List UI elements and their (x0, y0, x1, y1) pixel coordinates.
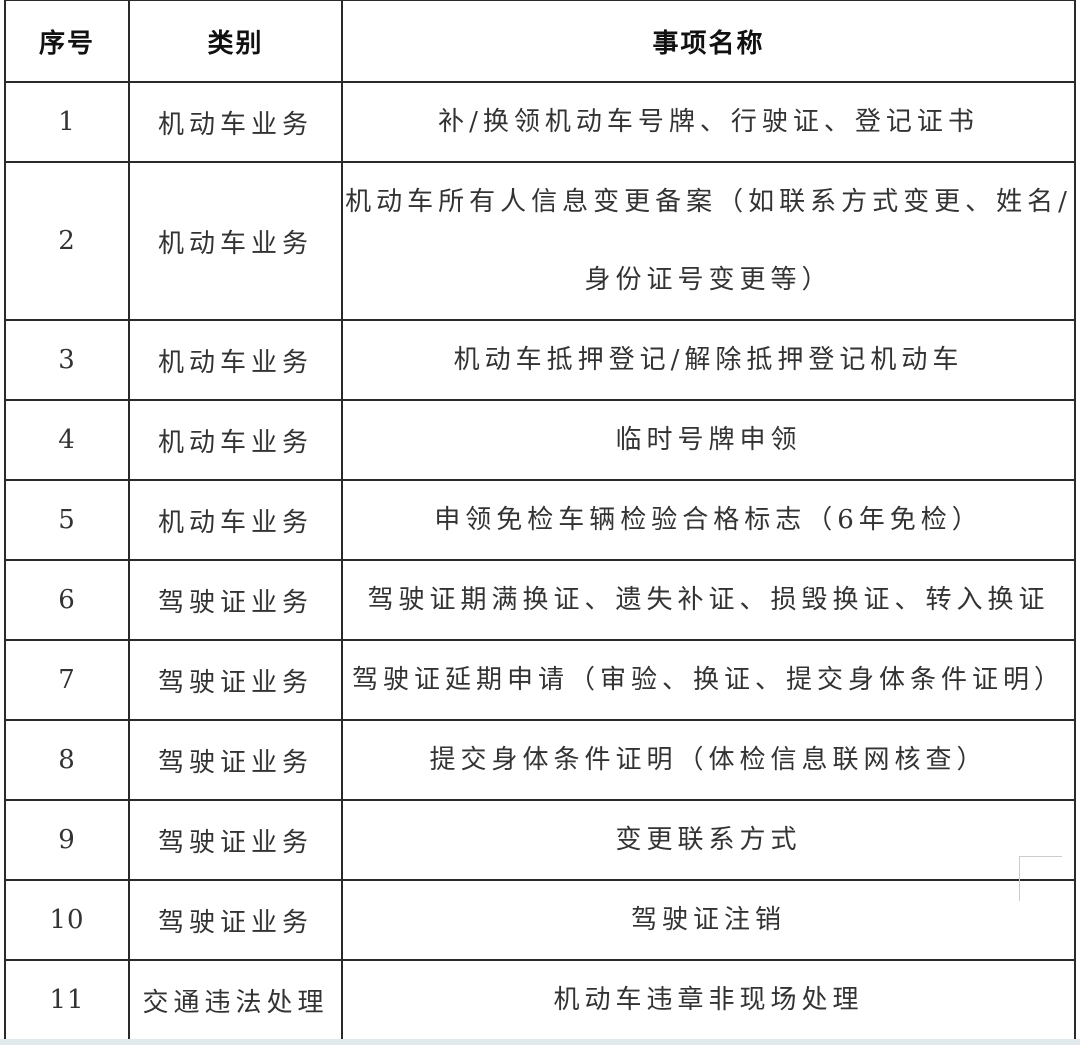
table-row: 2 机动车业务 机动车所有人信息变更备案（如联系方式变更、姓名/ 身份证号变更等） (4, 161, 1076, 321)
row-item-name: 机动车违章非现场处理 (341, 959, 1076, 1041)
table-row: 10 驾驶证业务 驾驶证注销 (4, 879, 1076, 961)
row-item-name: 驾驶证注销 (341, 879, 1076, 961)
row-index: 5 (4, 479, 130, 561)
row-index: 1 (4, 81, 130, 163)
header-item: 事项名称 (341, 0, 1076, 83)
header-category: 类别 (128, 0, 343, 83)
row-item-name: 补/换领机动车号牌、行驶证、登记证书 (341, 81, 1076, 163)
table-row: 3 机动车业务 机动车抵押登记/解除抵押登记机动车 (4, 319, 1076, 401)
row-item-name: 机动车所有人信息变更备案（如联系方式变更、姓名/ 身份证号变更等） (341, 161, 1076, 321)
corner-mark (1019, 856, 1062, 901)
table-row: 5 机动车业务 申领免检车辆检验合格标志（6年免检） (4, 479, 1076, 561)
row-item-name: 临时号牌申领 (341, 399, 1076, 481)
row-category: 驾驶证业务 (128, 719, 343, 801)
row-item-name: 申领免检车辆检验合格标志（6年免检） (341, 479, 1076, 561)
row-category: 机动车业务 (128, 81, 343, 163)
table-row: 9 驾驶证业务 变更联系方式 (4, 799, 1076, 881)
row-index: 2 (4, 161, 130, 321)
header-index: 序号 (4, 0, 130, 83)
table-row: 11 交通违法处理 机动车违章非现场处理 (4, 959, 1076, 1041)
row-index: 7 (4, 639, 130, 721)
row-category: 机动车业务 (128, 319, 343, 401)
table-row: 6 驾驶证业务 驾驶证期满换证、遗失补证、损毁换证、转入换证 (4, 559, 1076, 641)
row-category: 驾驶证业务 (128, 879, 343, 961)
row-index: 3 (4, 319, 130, 401)
row-category: 机动车业务 (128, 161, 343, 321)
row-item-name: 机动车抵押登记/解除抵押登记机动车 (341, 319, 1076, 401)
row-index: 4 (4, 399, 130, 481)
table-row: 4 机动车业务 临时号牌申领 (4, 399, 1076, 481)
row-category: 交通违法处理 (128, 959, 343, 1041)
row-index: 6 (4, 559, 130, 641)
row-index: 11 (4, 959, 130, 1041)
row-index: 8 (4, 719, 130, 801)
table-row: 1 机动车业务 补/换领机动车号牌、行驶证、登记证书 (4, 81, 1076, 163)
table-header-row: 序号 类别 事项名称 (4, 0, 1076, 83)
row-category: 驾驶证业务 (128, 559, 343, 641)
row-index: 10 (4, 879, 130, 961)
row-item-name: 驾驶证期满换证、遗失补证、损毁换证、转入换证 (341, 559, 1076, 641)
bottom-strip (0, 1039, 1080, 1045)
row-index: 9 (4, 799, 130, 881)
row-category: 机动车业务 (128, 479, 343, 561)
row-category: 驾驶证业务 (128, 799, 343, 881)
row-item-name: 变更联系方式 (341, 799, 1076, 881)
services-table: 序号 类别 事项名称 1 机动车业务 补/换领机动车号牌、行驶证、登记证书 2 机动车业… (4, 0, 1076, 1041)
row-category: 驾驶证业务 (128, 639, 343, 721)
row-item-name: 驾驶证延期申请（审验、换证、提交身体条件证明） (341, 639, 1076, 721)
row-item-name: 提交身体条件证明（体检信息联网核查） (341, 719, 1076, 801)
table-row: 7 驾驶证业务 驾驶证延期申请（审验、换证、提交身体条件证明） (4, 639, 1076, 721)
row-category: 机动车业务 (128, 399, 343, 481)
table-row: 8 驾驶证业务 提交身体条件证明（体检信息联网核查） (4, 719, 1076, 801)
